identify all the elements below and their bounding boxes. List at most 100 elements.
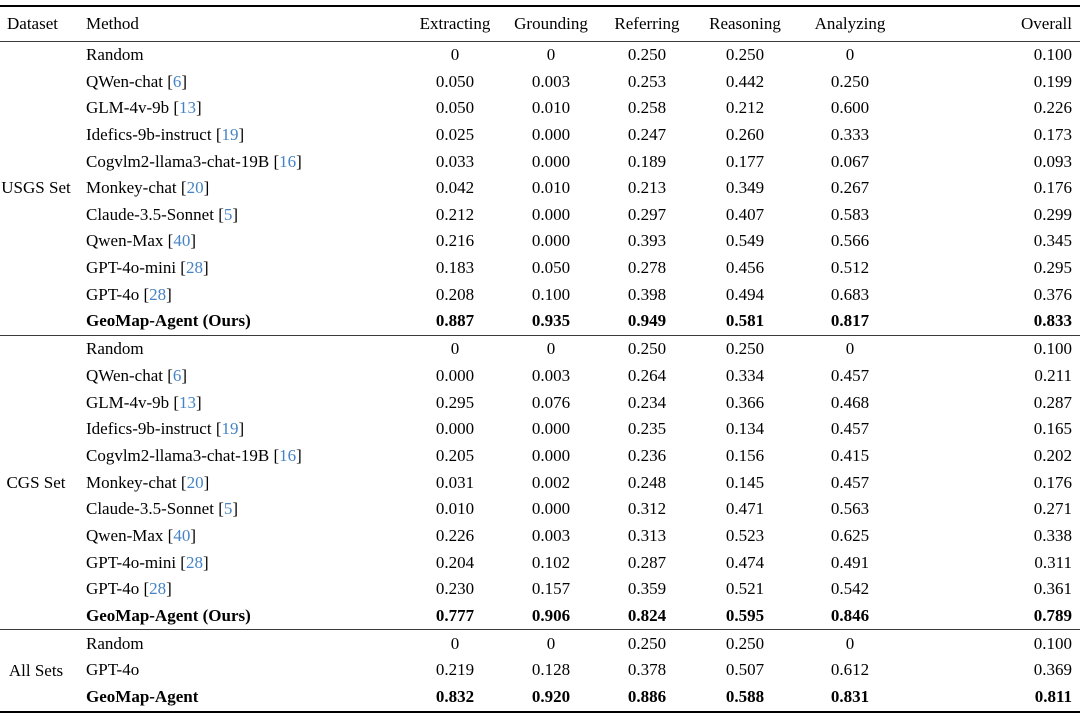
table-row: Claude-3.5-Sonnet [5] 0.212 0.000 0.297 0.40… <box>0 202 1080 229</box>
citation-link[interactable]: 6 <box>172 366 182 386</box>
method-cell: GPT-4o-mini [28] <box>86 258 209 278</box>
value-cell: 0.031 <box>435 472 475 492</box>
value-cell: 0.183 <box>435 258 475 278</box>
value-cell: 0.226 <box>435 525 475 545</box>
value-cell: 0.563 <box>830 499 870 519</box>
value-cell: 0.333 <box>830 124 870 144</box>
value-cell: 0.583 <box>830 204 870 224</box>
value-cell: 0.212 <box>435 204 475 224</box>
method-cell: GeoMap-Agent (Ours) <box>72 602 407 631</box>
citation-link[interactable]: 13 <box>179 392 197 412</box>
citation-link[interactable]: 20 <box>186 178 204 198</box>
value-cell: 0.177 <box>725 151 765 171</box>
value-cell: 0.000 <box>531 231 571 251</box>
citation-link[interactable]: 28 <box>149 284 167 304</box>
value-cell: 0.100 <box>1033 339 1072 359</box>
value-cell: 0.000 <box>435 419 475 439</box>
citation-link[interactable]: 40 <box>173 231 191 251</box>
value-cell: 0.625 <box>830 525 870 545</box>
citation-link[interactable]: 6 <box>172 71 182 91</box>
citation-link[interactable]: 5 <box>223 204 233 224</box>
citation-link[interactable]: 40 <box>173 525 191 545</box>
value-cell: 0.235 <box>627 419 667 439</box>
method-cell: GeoMap-Agent (Ours) <box>72 308 407 336</box>
method-cell: Claude-3.5-Sonnet [5] <box>86 204 239 224</box>
value-cell: 0.219 <box>435 660 475 680</box>
citation-link[interactable]: 16 <box>279 445 297 465</box>
value-cell: 0.271 <box>1033 499 1072 519</box>
table-row: GLM-4v-9b [13] 0.295 0.076 0.234 0.366 0.468 0… <box>0 389 1080 416</box>
value-cell: 0.507 <box>725 660 765 680</box>
value-cell: 0.236 <box>627 445 667 465</box>
citation-link[interactable]: 13 <box>179 98 197 118</box>
value-cell: 0.494 <box>725 284 765 304</box>
value-cell: 0.050 <box>435 98 475 118</box>
value-cell: 0.491 <box>830 552 870 572</box>
value-cell: 0.050 <box>435 71 475 91</box>
value-cell: 0.250 <box>725 633 765 653</box>
method-cell: QWen-chat [6] <box>86 71 188 91</box>
citation-link[interactable]: 20 <box>186 472 204 492</box>
value-cell: 0.846 <box>795 602 905 631</box>
method-cell: Cogvlm2-llama3-chat-19B [16] <box>86 151 302 171</box>
value-cell: 0 <box>450 633 460 653</box>
method-cell: Random <box>86 339 144 359</box>
table-row: QWen-chat [6] 0.050 0.003 0.253 0.442 0.250 0.… <box>0 68 1080 95</box>
results-table: Dataset Method Extracting Grounding Refe… <box>0 5 1080 713</box>
value-cell: 0.393 <box>627 231 667 251</box>
column-header-method: Method <box>72 6 407 42</box>
value-cell: 0.173 <box>1033 124 1072 144</box>
value-cell: 0.831 <box>795 683 905 713</box>
dataset-cell: USGS Set <box>0 41 72 336</box>
value-cell: 0 <box>546 339 556 359</box>
citation-link[interactable]: 28 <box>149 579 167 599</box>
value-cell: 0.003 <box>531 366 571 386</box>
value-cell: 0.457 <box>830 366 870 386</box>
value-cell: 0.211 <box>1034 366 1072 386</box>
value-cell: 0 <box>845 339 855 359</box>
citation-link[interactable]: 5 <box>223 499 233 519</box>
value-cell: 0.010 <box>531 178 571 198</box>
value-cell: 0.345 <box>1033 231 1072 251</box>
value-cell: 0.250 <box>627 44 667 64</box>
method-cell: GPT-4o [28] <box>86 284 172 304</box>
value-cell: 0.247 <box>627 124 667 144</box>
value-cell: 0.176 <box>1033 472 1072 492</box>
citation-link[interactable]: 28 <box>185 552 203 572</box>
value-cell: 0.287 <box>627 552 667 572</box>
value-cell: 0.549 <box>725 231 765 251</box>
table-row: GPT-4o-mini [28] 0.204 0.102 0.287 0.474 0.49… <box>0 549 1080 576</box>
value-cell: 0.000 <box>531 499 571 519</box>
method-cell: GPT-4o-mini [28] <box>86 552 209 572</box>
method-cell: GeoMap-Agent <box>72 683 407 713</box>
value-cell: 0.359 <box>627 579 667 599</box>
citation-link[interactable]: 19 <box>221 124 239 144</box>
dataset-cell: All Sets <box>0 629 72 713</box>
table-row: Qwen-Max [40] 0.226 0.003 0.313 0.523 0.625 0.… <box>0 523 1080 550</box>
value-cell: 0.000 <box>531 445 571 465</box>
value-cell: 0.471 <box>725 499 765 519</box>
value-cell: 0.003 <box>531 525 571 545</box>
citation-link[interactable]: 16 <box>279 151 297 171</box>
value-cell: 0.920 <box>503 683 599 713</box>
value-cell: 0.906 <box>503 602 599 631</box>
value-cell: 0 <box>450 339 460 359</box>
value-cell: 0.205 <box>435 445 475 465</box>
value-cell: 0.334 <box>725 366 765 386</box>
table-row: GPT-4o 0.219 0.128 0.378 0.507 0.612 0.369 <box>0 657 1080 684</box>
value-cell: 0.468 <box>830 392 870 412</box>
value-cell: 0.050 <box>531 258 571 278</box>
value-cell: 0.287 <box>1033 392 1072 412</box>
value-cell: 0.145 <box>725 472 765 492</box>
header-row: Dataset Method Extracting Grounding Refe… <box>0 6 1080 42</box>
value-cell: 0.264 <box>627 366 667 386</box>
method-cell: Qwen-Max [40] <box>86 525 197 545</box>
method-cell: Monkey-chat [20] <box>86 472 210 492</box>
value-cell: 0.208 <box>435 284 475 304</box>
value-cell: 0.457 <box>830 419 870 439</box>
value-cell: 0.683 <box>830 284 870 304</box>
citation-link[interactable]: 28 <box>185 258 203 278</box>
value-cell: 0.157 <box>531 579 571 599</box>
citation-link[interactable]: 19 <box>221 419 239 439</box>
value-cell: 0.442 <box>725 71 765 91</box>
